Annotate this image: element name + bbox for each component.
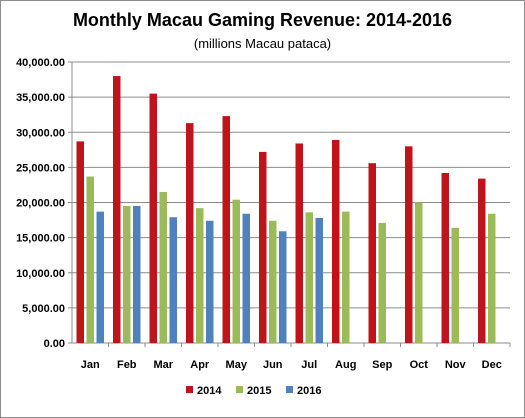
bar-2014-jul bbox=[295, 143, 303, 343]
x-tick-label: Apr bbox=[190, 359, 210, 371]
bar-2016-jan bbox=[96, 211, 104, 343]
bar-2015-oct bbox=[415, 202, 423, 343]
bar-2016-mar bbox=[169, 217, 177, 343]
bar-2014-oct bbox=[405, 146, 413, 343]
bar-2016-may bbox=[242, 213, 250, 343]
y-tick-label: 20,000.00 bbox=[16, 198, 65, 210]
bar-2014-dec bbox=[478, 178, 486, 343]
bar-2014-jan bbox=[76, 141, 84, 343]
bar-2015-nov bbox=[451, 227, 459, 343]
y-tick-label: 25,000.00 bbox=[16, 162, 65, 174]
bar-2015-aug bbox=[342, 211, 350, 343]
bar-2016-feb bbox=[133, 206, 141, 343]
legend-swatch-2014 bbox=[186, 386, 193, 393]
x-tick-label: Sep bbox=[372, 359, 392, 371]
x-tick-label: Dec bbox=[482, 359, 502, 371]
bar-2015-feb bbox=[123, 206, 131, 343]
bar-2014-sep bbox=[368, 163, 376, 343]
x-tick-label: Nov bbox=[445, 359, 467, 371]
legend-swatch-2015 bbox=[236, 386, 243, 393]
bar-2015-jul bbox=[305, 212, 313, 343]
x-tick-label: Mar bbox=[153, 359, 173, 371]
bar-2015-sep bbox=[378, 222, 386, 343]
x-tick-label: Jul bbox=[301, 359, 317, 371]
bar-2016-jun bbox=[279, 231, 287, 343]
bar-2015-apr bbox=[196, 208, 204, 343]
y-tick-label: 35,000.00 bbox=[16, 92, 65, 104]
bar-2015-dec bbox=[488, 213, 496, 343]
y-tick-label: 5,000.00 bbox=[22, 303, 65, 315]
bar-2015-jun bbox=[269, 220, 277, 343]
legend-label-2015: 2015 bbox=[247, 385, 271, 397]
bar-2014-apr bbox=[186, 123, 194, 344]
bar-2014-nov bbox=[441, 172, 449, 343]
legend-label-2016: 2016 bbox=[297, 385, 321, 397]
x-tick-label: Jun bbox=[263, 359, 283, 371]
bar-2014-mar bbox=[149, 93, 157, 343]
chart-subtitle: (millions Macau pataca) bbox=[193, 36, 332, 51]
bar-2014-feb bbox=[113, 76, 121, 344]
y-tick-label: 10,000.00 bbox=[16, 268, 65, 280]
bar-2015-jan bbox=[86, 176, 94, 343]
bar-2014-aug bbox=[332, 139, 340, 343]
legend-label-2014: 2014 bbox=[197, 385, 222, 397]
y-tick-label: 40,000.00 bbox=[16, 57, 65, 69]
x-tick-label: Aug bbox=[335, 359, 356, 371]
bar-2014-may bbox=[222, 116, 230, 343]
chart-title: Monthly Macau Gaming Revenue: 2014-2016 bbox=[72, 10, 453, 30]
legend-swatch-2016 bbox=[286, 386, 293, 393]
bar-2014-jun bbox=[259, 151, 267, 343]
x-tick-label: May bbox=[226, 359, 248, 371]
bar-2015-mar bbox=[159, 191, 167, 343]
x-tick-label: Oct bbox=[410, 359, 429, 371]
y-tick-label: 30,000.00 bbox=[16, 127, 65, 139]
bar-2016-jul bbox=[315, 217, 323, 343]
y-tick-label: 15,000.00 bbox=[16, 233, 65, 245]
y-tick-label: 0.00 bbox=[44, 338, 65, 350]
bar-2016-apr bbox=[206, 220, 214, 343]
x-tick-label: Feb bbox=[117, 359, 137, 371]
x-tick-label: Jan bbox=[81, 359, 100, 371]
bar-2015-may bbox=[232, 199, 240, 343]
